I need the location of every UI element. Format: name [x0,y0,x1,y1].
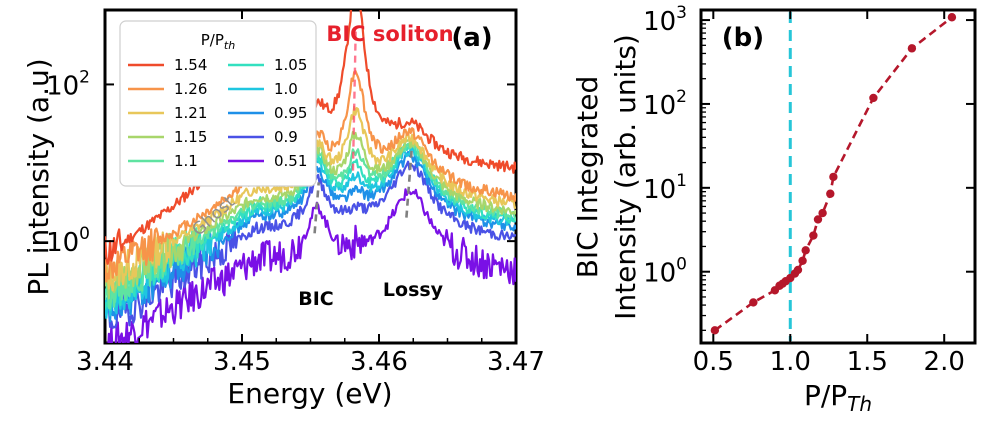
legend-box [119,20,317,187]
legend-label-1.05: 1.05 [274,56,307,74]
panel-a-y-axis-label: PL intensity (a.u) [22,58,55,295]
b-x-tick-label: 2.0 [924,347,965,377]
panel-b-x-axis-label: P/PTh [804,379,872,416]
legend-label-0.51: 0.51 [274,152,307,170]
b-y-tick-label: 103 [643,3,687,37]
x-tick-label: 3.44 [76,347,134,377]
legend-label-1.15: 1.15 [174,128,207,146]
panel-b-ticks: 0.5 1.0 1.5 2.0 100 101 102 103 [643,3,975,377]
panel-b-y-axis-label-line2: Intensity (arb. units) [609,34,642,320]
legend-title: P/Pth [201,31,235,52]
data-point [809,231,818,240]
b-x-tick-label: 1.0 [770,347,811,377]
intensity-points [710,13,957,335]
legend-label-1.1: 1.1 [174,152,198,170]
b-x-tick-label: 1.5 [847,347,888,377]
panel-b-y-axis-label-line1: BIC Integrated [571,76,604,279]
data-point [818,208,827,218]
x-tick-label: 3.46 [350,347,408,377]
panel-a-pl-spectra: 3.44 3.45 3.46 3.47 100 102 PL intensity (a.u… [22,8,545,410]
data-point [798,256,807,265]
legend-label-1.26: 1.26 [174,80,207,98]
data-point [947,13,957,22]
x-tick-label: 3.47 [487,347,545,377]
panel-b-frame [699,8,977,345]
panel-b-integrated-intensity: 0.5 1.0 1.5 2.0 100 101 102 103 (b) BIC Integra… [571,3,977,416]
data-point [813,215,823,224]
spectrum-series-0.51 [105,188,516,343]
b-y-tick-label: 101 [643,171,687,205]
y-tick-label: 100 [46,224,90,258]
b-x-tick-label: 0.5 [693,347,734,377]
panel-a-legend: P/Pth 1.54 1.26 1.21 1.15 1.1 1.05 1.0 0.95 0.9 0… [119,20,317,187]
data-point [749,298,758,307]
annotation-bic-soliton: BIC soliton [326,22,453,46]
panel-a-label: (a) [451,23,492,53]
legend-label-0.95: 0.95 [274,104,307,122]
panel-a-ticks: 3.44 3.45 3.46 3.47 100 102 [46,10,545,377]
legend-items: 1.54 1.26 1.21 1.15 1.1 1.05 1.0 0.95 0.9 0.51 [128,56,307,170]
lossy-marker-line [405,147,414,218]
annotation-bic: BIC [298,288,334,310]
legend-label-0.9: 0.9 [274,128,298,146]
b-y-tick-label: 102 [643,87,687,121]
legend-label-1.21: 1.21 [174,104,207,122]
data-point [801,246,810,255]
data-point [907,44,917,53]
bic-marker-line [313,182,321,234]
x-tick-label: 3.45 [213,347,271,377]
data-point [869,93,878,103]
legend-label-1.0: 1.0 [274,80,298,98]
data-point [793,265,803,275]
data-point [829,172,838,182]
annotation-lossy: Lossy [383,279,444,301]
panel-a-x-axis-label: Energy (eV) [227,377,392,410]
legend-label-1.54: 1.54 [174,56,207,74]
panel-a-mode-markers [313,29,414,234]
y-tick-label: 102 [46,67,90,101]
data-point [710,326,720,335]
data-point [826,189,835,198]
panel-b-label: (b) [722,23,764,53]
b-y-tick-label: 100 [643,255,687,289]
